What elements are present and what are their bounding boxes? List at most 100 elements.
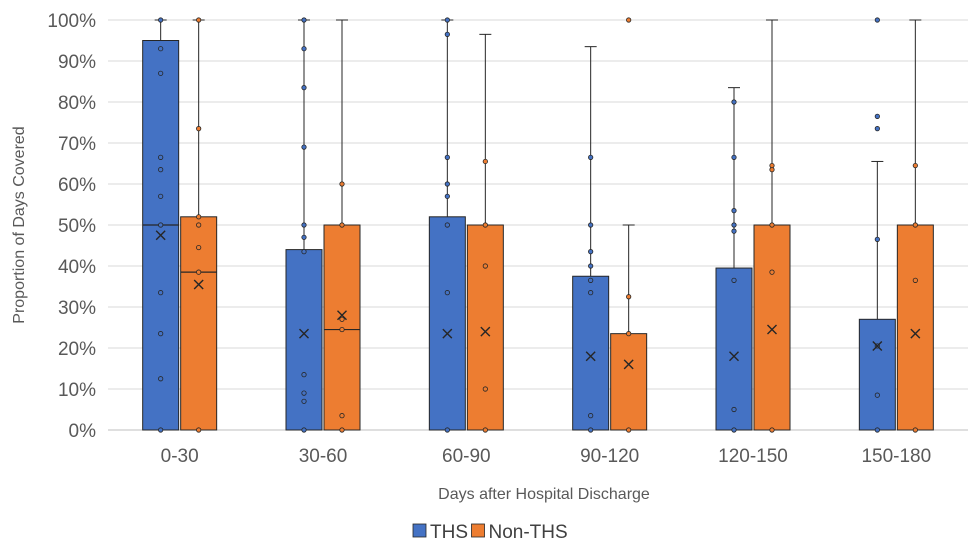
- data-point: [912, 427, 918, 433]
- data-point: [588, 154, 594, 160]
- box: [466, 224, 504, 431]
- data-point: [731, 406, 737, 413]
- y-tick-label: 30%: [58, 298, 96, 319]
- data-point: [444, 427, 450, 433]
- data-point: [874, 392, 880, 398]
- gridlines: [108, 19, 968, 431]
- box: [610, 333, 648, 431]
- y-axis-tick-labels: 0% 10% 20% 30% 40% 50% 60% 70% 80% 90% 100%: [47, 11, 96, 442]
- data-point: [912, 222, 918, 228]
- x-tick-label: 120-150: [718, 446, 788, 467]
- x-tick-label: 90-120: [580, 446, 639, 467]
- x-tick-label: 30-60: [299, 446, 348, 467]
- legend-label: Non-THS: [489, 522, 568, 541]
- data-point: [769, 269, 775, 275]
- data-point: [444, 154, 450, 160]
- y-axis-title: Proportion of Days Covered: [11, 126, 28, 323]
- data-point: [588, 222, 594, 228]
- mean-marker: [480, 326, 491, 337]
- data-point: [158, 17, 164, 23]
- mean-marker: [155, 230, 166, 241]
- data-point: [444, 31, 450, 37]
- data-point: [912, 162, 918, 169]
- y-tick-label: 10%: [58, 380, 96, 401]
- data-point: [874, 427, 880, 433]
- data-point: [874, 236, 880, 242]
- data-point: [482, 158, 488, 165]
- data-point: [588, 413, 594, 419]
- data-point: [482, 427, 488, 433]
- x-axis-tick-labels: 0-30 30-60 60-90 90-120 120-150 150-180: [161, 446, 932, 467]
- x-tick-label: 150-180: [861, 446, 931, 467]
- mean-marker: [623, 359, 634, 370]
- data-point: [301, 85, 307, 91]
- y-tick-label: 60%: [58, 175, 96, 196]
- data-point: [588, 427, 594, 433]
- data-point: [444, 181, 450, 187]
- data-point: [339, 427, 345, 433]
- data-point: [444, 290, 450, 296]
- box: [858, 318, 896, 431]
- data-point: [482, 386, 488, 392]
- data-point: [588, 290, 594, 296]
- data-point: [196, 427, 202, 433]
- y-tick-label: 20%: [58, 339, 96, 360]
- data-point: [874, 113, 880, 119]
- data-point: [588, 263, 594, 269]
- data-point: [731, 427, 737, 433]
- data-point: [158, 154, 164, 160]
- data-point: [158, 222, 164, 228]
- data-point: [196, 222, 202, 228]
- data-point: [339, 316, 345, 322]
- data-point: [301, 398, 307, 404]
- data-point: [301, 372, 307, 378]
- data-point: [158, 46, 164, 52]
- y-tick-label: 50%: [58, 216, 96, 237]
- data-point: [912, 277, 918, 283]
- data-point: [769, 162, 775, 169]
- y-tick-label: 40%: [58, 257, 96, 278]
- data-point: [158, 193, 164, 199]
- data-point: [588, 277, 594, 283]
- data-point: [731, 277, 737, 283]
- data-point: [301, 144, 307, 150]
- data-point: [301, 249, 307, 255]
- data-point: [158, 70, 164, 76]
- data-point: [339, 326, 345, 333]
- data-point: [158, 427, 164, 433]
- legend: THS Non-THS: [412, 522, 568, 541]
- legend-label: THS: [430, 522, 468, 541]
- data-point: [626, 17, 632, 23]
- mean-marker: [193, 279, 204, 290]
- data-point: [301, 17, 307, 23]
- box: [753, 224, 791, 431]
- legend-swatch: [471, 523, 485, 538]
- y-tick-label: 70%: [58, 134, 96, 155]
- box: [428, 216, 466, 431]
- x-axis-title: Days after Hospital Discharge: [438, 486, 650, 503]
- data-point: [158, 290, 164, 296]
- mean-marker: [729, 351, 739, 362]
- mean-marker: [337, 310, 347, 321]
- data-point: [874, 126, 880, 132]
- mean-marker: [299, 328, 309, 339]
- data-point: [339, 413, 345, 419]
- data-point: [769, 427, 775, 433]
- y-tick-label: 80%: [58, 93, 96, 114]
- data-point: [588, 249, 594, 255]
- data-point: [339, 181, 345, 187]
- data-point: [158, 331, 164, 337]
- series-ths: [142, 17, 896, 433]
- y-tick-label: 0%: [69, 421, 97, 442]
- data-point: [626, 294, 632, 300]
- data-point: [626, 427, 632, 433]
- mean-marker: [872, 340, 883, 351]
- data-point: [482, 263, 488, 269]
- x-tick-label: 60-90: [442, 446, 491, 467]
- box: [715, 267, 753, 431]
- data-point: [301, 46, 307, 52]
- series-non-ths: [180, 17, 934, 433]
- data-point: [444, 193, 450, 199]
